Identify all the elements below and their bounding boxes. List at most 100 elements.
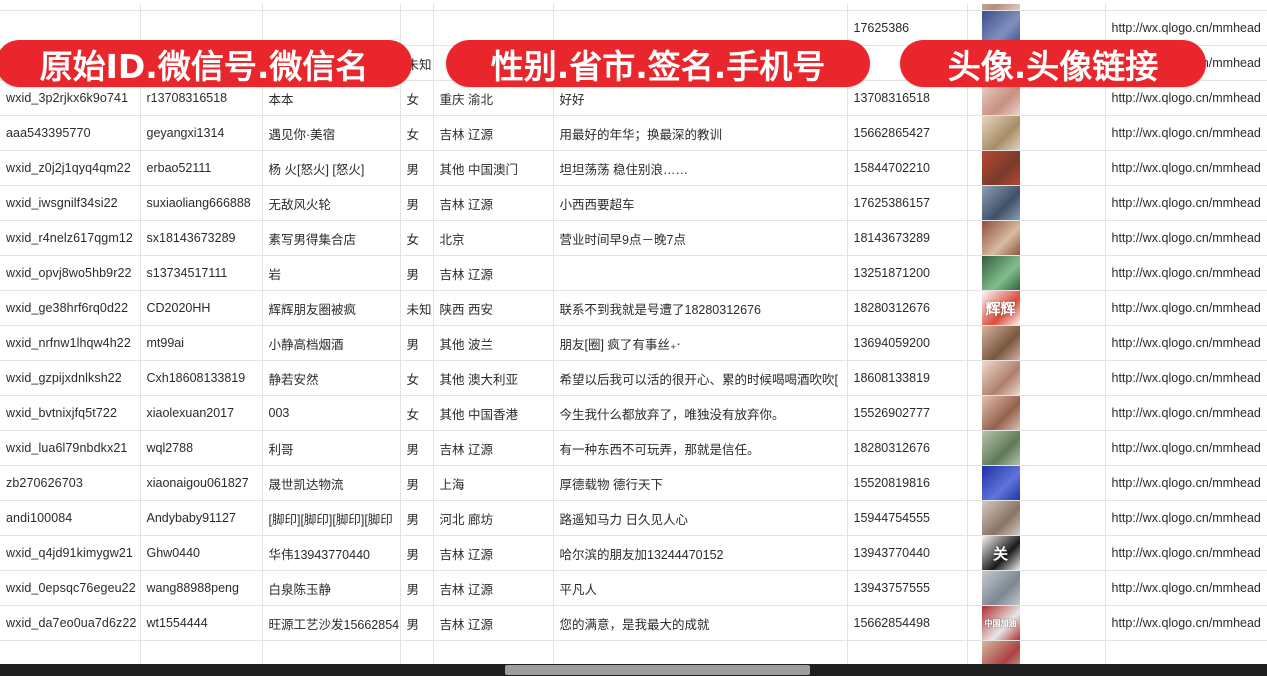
avatar-cell[interactable] <box>967 10 1106 46</box>
cell-avatar_url[interactable]: http://wx.qlogo.cn/mmhead <box>1105 395 1267 431</box>
cell-region[interactable]: 其他 波兰 <box>433 325 554 361</box>
cell-gender[interactable]: 女 <box>400 80 434 116</box>
avatar-cell[interactable] <box>967 465 1106 501</box>
cell-phone[interactable]: 18280312676 <box>847 0 968 11</box>
cell-signature[interactable]: 平凡人 <box>553 570 848 606</box>
table-row[interactable]: wxid_da7eo0ua7d6z22 wt1554444 旺源工艺沙发156628… <box>0 605 1267 641</box>
cell-wechat_name[interactable]: 静若安然 <box>262 360 401 396</box>
cell-orig_id[interactable]: wxid_z0j2j1qyq4qm22 <box>0 150 141 186</box>
cell-gender[interactable] <box>400 10 434 46</box>
table-row[interactable]: andi100084 Andybaby91127 [脚印][脚印][脚印][脚印男河… <box>0 500 1267 536</box>
cell-orig_id[interactable]: wxid_bvtnixjfq5t722 <box>0 395 141 431</box>
cell-wechat_name[interactable]: 白泉陈玉静 <box>262 570 401 606</box>
cell-avatar_url[interactable]: http://wx.qlogo.cn/mmhead <box>1105 290 1267 326</box>
cell-wechat_id[interactable]: Andybaby91127 <box>140 500 263 536</box>
avatar-cell[interactable] <box>967 150 1106 186</box>
cell-signature[interactable]: 今生我什么都放弃了，唯独没有放弃你。 <box>553 395 848 431</box>
cell-orig_id[interactable]: wxid_65p5qakpwuie22 <box>0 0 141 11</box>
cell-phone[interactable]: 15662865427 <box>847 115 968 151</box>
table-row[interactable]: wxid_q4jd91kimygw21 Ghw0440 华伟13943770440 男… <box>0 535 1267 571</box>
cell-wechat_id[interactable]: wang88988peng <box>140 570 263 606</box>
cell-wechat_id[interactable]: sx18143673289 <box>140 220 263 256</box>
cell-avatar_url[interactable]: http://wx.qlogo.cn/mmhead <box>1105 115 1267 151</box>
cell-phone[interactable]: 15526902777 <box>847 395 968 431</box>
cell-phone[interactable]: 18280312676 <box>847 430 968 466</box>
cell-signature[interactable]: 路遥知马力 日久见人心 <box>553 500 848 536</box>
cell-avatar_url[interactable]: http://wx.qlogo.cn/mmhead <box>1105 255 1267 291</box>
cell-wechat_name[interactable]: 无敌风火轮 <box>262 185 401 221</box>
cell-signature[interactable]: 小西西要超车 <box>553 185 848 221</box>
cell-wechat_id[interactable]: erbao52111 <box>140 150 263 186</box>
cell-wechat_name[interactable]: 旺源工艺沙发15662854 <box>262 605 401 641</box>
avatar-cell[interactable]: 关 <box>967 535 1106 571</box>
cell-orig_id[interactable]: zb270626703 <box>0 465 141 501</box>
cell-avatar_url[interactable]: http://wx.qlogo.cn/mmhead <box>1105 430 1267 466</box>
horizontal-scrollbar-thumb[interactable] <box>505 665 810 675</box>
table-row[interactable]: wxid_r4nelz617qgm12 sx18143673289 素写男得集合店女… <box>0 220 1267 256</box>
cell-region[interactable]: 其他 中国澳门 <box>433 150 554 186</box>
cell-phone[interactable]: 13943770440 <box>847 535 968 571</box>
cell-signature[interactable]: 厚德载物 德行天下 <box>553 465 848 501</box>
cell-phone[interactable]: 13251871200 <box>847 255 968 291</box>
cell-wechat_name[interactable]: 晟世凯达物流 <box>262 465 401 501</box>
cell-gender[interactable]: 男 <box>400 185 434 221</box>
cell-orig_id[interactable]: wxid_q4jd91kimygw21 <box>0 535 141 571</box>
cell-signature[interactable]: 哈尔滨的朋友加13244470152 <box>553 535 848 571</box>
cell-signature[interactable]: 用最好的年华；换最深的教训 <box>553 115 848 151</box>
cell-gender[interactable]: 男 <box>400 325 434 361</box>
cell-wechat_name[interactable]: 华伟13943770440 <box>262 535 401 571</box>
avatar-cell[interactable] <box>967 500 1106 536</box>
table-row[interactable]: wxid_iwsgnilf34si22 suxiaoliang666888 无敌风火… <box>0 185 1267 221</box>
cell-phone[interactable]: 18143673289 <box>847 220 968 256</box>
avatar-cell[interactable] <box>967 255 1106 291</box>
table-row[interactable]: wxid_3p2rjkx6k9o741 r13708316518 本本女重庆 渝北好… <box>0 80 1267 116</box>
cell-wechat_id[interactable]: Cxh18608133819 <box>140 360 263 396</box>
cell-phone[interactable]: 15662854498 <box>847 605 968 641</box>
avatar-cell[interactable] <box>967 0 1106 11</box>
avatar-cell[interactable] <box>967 220 1106 256</box>
cell-phone[interactable]: 18280312676 <box>847 290 968 326</box>
cell-phone[interactable]: 13943757555 <box>847 570 968 606</box>
cell-avatar_url[interactable]: http://wx.qlogo.cn/mmhead <box>1105 185 1267 221</box>
cell-gender[interactable]: 未知 <box>400 290 434 326</box>
avatar-cell[interactable] <box>967 185 1106 221</box>
cell-wechat_id[interactable]: xiaonaigou061827 <box>140 465 263 501</box>
cell-avatar_url[interactable]: http://wx.qlogo.cn/mmhead <box>1105 325 1267 361</box>
cell-avatar_url[interactable]: http://wx.qlogo.cn/mmhead <box>1105 535 1267 571</box>
cell-gender[interactable]: 男 <box>400 535 434 571</box>
avatar-cell[interactable]: 中国加油 <box>967 605 1106 641</box>
cell-signature[interactable]: 营业时间早9点－晚7点 <box>553 220 848 256</box>
cell-gender[interactable]: 男 <box>400 150 434 186</box>
cell-signature[interactable]: 有一种东西不可玩弄，那就是信任。 <box>553 430 848 466</box>
cell-phone[interactable]: 18608133819 <box>847 360 968 396</box>
avatar-cell[interactable]: 辉辉 <box>967 290 1106 326</box>
cell-orig_id[interactable]: wxid_da7eo0ua7d6z22 <box>0 605 141 641</box>
avatar-cell[interactable] <box>967 395 1106 431</box>
table-row[interactable]: wxid_ge38hrf6rq0d22 CD2020HH 辉辉朋友圈被疯 未知 陕西 西… <box>0 290 1267 326</box>
cell-region[interactable]: 河北 廊坊 <box>433 500 554 536</box>
cell-orig_id[interactable]: wxid_r4nelz617qgm12 <box>0 220 141 256</box>
cell-orig_id[interactable]: wxid_nrfnw1lhqw4h22 <box>0 325 141 361</box>
cell-phone[interactable]: 13694059200 <box>847 325 968 361</box>
cell-wechat_name[interactable]: 利哥 <box>262 430 401 466</box>
cell-wechat_id[interactable]: geyangxi1314 <box>140 115 263 151</box>
cell-region[interactable]: 吉林 辽源 <box>433 605 554 641</box>
cell-wechat_name[interactable]: [脚印][脚印][脚印][脚印 <box>262 500 401 536</box>
cell-avatar_url[interactable]: http://wx.qlogo.cn/mmhead <box>1105 500 1267 536</box>
cell-gender[interactable]: 女 <box>400 395 434 431</box>
table-row[interactable]: wxid_gzpijxdnlksh22 Cxh18608133819 静若安然女其他… <box>0 360 1267 396</box>
cell-region[interactable]: 其他 中国香港 <box>433 395 554 431</box>
table-row[interactable]: wxid_opvj8wo5hb9r22 s13734517111 岩男吉林 辽源 13… <box>0 255 1267 291</box>
cell-gender[interactable]: 男 <box>400 570 434 606</box>
cell-wechat_id[interactable]: CD2020HH <box>140 290 263 326</box>
cell-wechat_name[interactable]: 岩 <box>262 255 401 291</box>
cell-gender[interactable]: 男 <box>400 605 434 641</box>
cell-orig_id[interactable]: aaa543395770 <box>0 115 141 151</box>
cell-region[interactable]: 吉林 辽源 <box>433 185 554 221</box>
cell-signature[interactable]: 您的满意，是我最大的成就 <box>553 605 848 641</box>
cell-avatar_url[interactable]: http://wx.qlogo.cn/mmhead <box>1105 570 1267 606</box>
cell-gender[interactable]: 男 <box>400 430 434 466</box>
cell-wechat_id[interactable]: xiaojing600546 <box>140 0 263 11</box>
cell-signature[interactable]: 联系不到我就是号遭了18280312676 <box>553 290 848 326</box>
